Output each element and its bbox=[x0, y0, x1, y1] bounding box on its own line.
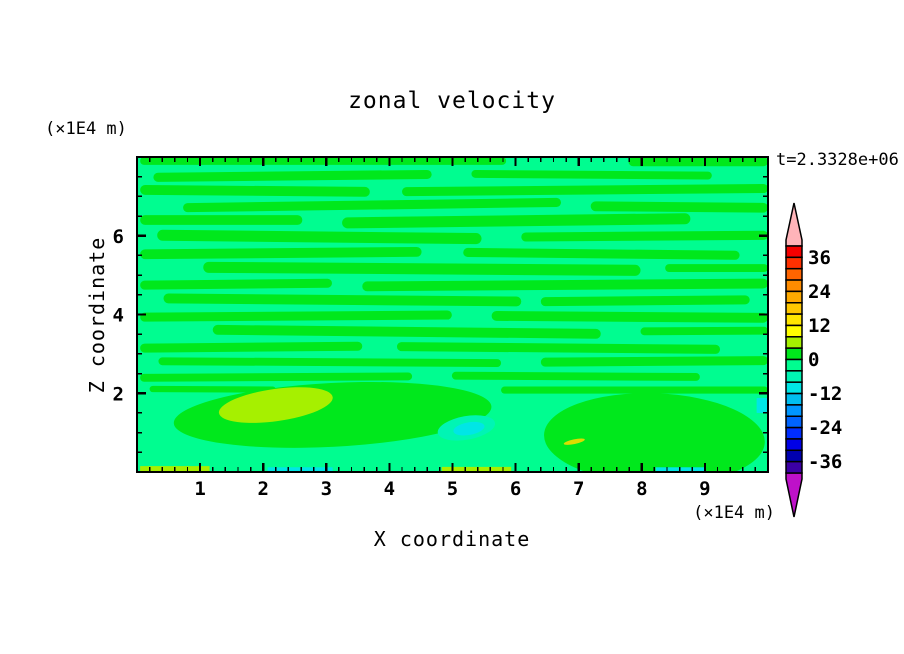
colorbar-label: 36 bbox=[808, 247, 831, 269]
velocity-streak bbox=[342, 213, 691, 229]
velocity-streak bbox=[628, 157, 768, 167]
colorbar-cell bbox=[785, 336, 803, 349]
colorbar-label: 0 bbox=[808, 349, 819, 371]
x-tick-label: 4 bbox=[384, 478, 395, 500]
z-tick-label: 6 bbox=[113, 226, 124, 248]
colorbar-over-arrow bbox=[785, 202, 803, 247]
velocity-streak bbox=[163, 293, 522, 307]
velocity-streak bbox=[140, 184, 370, 197]
z-axis-title: Z coordinate bbox=[85, 236, 109, 394]
colorbar-label: 12 bbox=[808, 315, 831, 337]
velocity-streak bbox=[140, 278, 332, 290]
colorbar-cell bbox=[785, 324, 803, 338]
velocity-streak bbox=[140, 246, 422, 260]
contour-feature bbox=[218, 387, 333, 423]
z-tick-label: 2 bbox=[113, 383, 124, 405]
velocity-streak bbox=[140, 341, 363, 353]
colorbar-under-arrow bbox=[785, 472, 803, 518]
x-tick-label: 2 bbox=[257, 478, 268, 500]
x-tick-label: 3 bbox=[321, 478, 332, 500]
z-tick-label: 4 bbox=[113, 305, 124, 327]
colorbar-cell bbox=[785, 404, 803, 417]
velocity-streak bbox=[362, 278, 768, 292]
colorbar: 36 24 12 0 -12 -24 -36 bbox=[785, 202, 842, 518]
colorbar-cell bbox=[785, 358, 803, 372]
colorbar-label: -12 bbox=[808, 383, 842, 405]
velocity-streak bbox=[471, 169, 712, 180]
x-axis-title: X coordinate bbox=[373, 527, 531, 551]
colorbar-cell bbox=[785, 370, 803, 383]
colorbar-cell bbox=[785, 381, 803, 395]
x-tick-label: 7 bbox=[573, 478, 584, 500]
colorbar-cell bbox=[785, 290, 803, 304]
colorbar-cell bbox=[785, 279, 803, 293]
velocity-streak bbox=[140, 372, 413, 382]
velocity-streak bbox=[140, 215, 303, 225]
velocity-streak bbox=[153, 169, 432, 182]
velocity-streak bbox=[491, 311, 768, 323]
colorbar-label: -24 bbox=[808, 417, 842, 439]
colorbar-label: -36 bbox=[808, 451, 842, 473]
colorbar-cell bbox=[785, 256, 803, 270]
colorbar-cell bbox=[785, 347, 803, 361]
velocity-streak bbox=[203, 261, 641, 276]
colorbar-label: 24 bbox=[808, 281, 831, 303]
x-tick-label: 5 bbox=[447, 478, 458, 500]
colorbar-cell bbox=[785, 313, 803, 327]
z-axis-unit-label: (×1E4 m) bbox=[45, 119, 127, 139]
colorbar-cell bbox=[785, 392, 803, 406]
x-axis-unit-label: (×1E4 m) bbox=[693, 503, 775, 523]
colorbar-cell bbox=[785, 449, 803, 463]
velocity-streak bbox=[463, 247, 740, 260]
contour-feature bbox=[563, 438, 585, 445]
colorbar-cell bbox=[785, 438, 803, 452]
contour-feature bbox=[756, 397, 768, 413]
velocity-streak bbox=[212, 324, 601, 339]
contour-feature bbox=[544, 393, 765, 472]
velocity-streak bbox=[665, 264, 768, 272]
velocity-streak bbox=[149, 385, 276, 393]
colorbar-cell bbox=[785, 426, 803, 440]
x-tick-label: 9 bbox=[699, 478, 710, 500]
x-tick-label: 8 bbox=[636, 478, 647, 500]
contour-feature bbox=[453, 421, 485, 436]
velocity-streak bbox=[451, 371, 700, 381]
colorbar-cell bbox=[785, 245, 803, 259]
velocity-streak bbox=[183, 197, 562, 213]
velocity-streak bbox=[640, 326, 768, 336]
velocity-streak bbox=[501, 386, 768, 394]
contour-feature bbox=[267, 467, 333, 472]
plot-frame bbox=[135, 155, 770, 474]
velocity-streak bbox=[158, 357, 502, 367]
plot-title: zonal velocity bbox=[348, 88, 556, 114]
velocity-streak bbox=[521, 230, 768, 242]
field-group bbox=[137, 157, 768, 472]
velocity-streak bbox=[396, 342, 721, 354]
velocity-streak bbox=[590, 201, 768, 213]
x-tick-label: 1 bbox=[194, 478, 205, 500]
colorbar-cell bbox=[785, 302, 803, 315]
time-label: t=2.3328e+06 bbox=[776, 150, 899, 170]
velocity-streak bbox=[140, 310, 452, 322]
contour-feature bbox=[441, 466, 512, 472]
colorbar-cell bbox=[785, 267, 803, 281]
x-tick-label: 6 bbox=[510, 478, 521, 500]
velocity-streak bbox=[402, 183, 768, 197]
velocity-streak bbox=[540, 356, 768, 367]
velocity-streak bbox=[157, 229, 482, 245]
velocity-streak bbox=[540, 295, 750, 307]
colorbar-cell bbox=[785, 415, 803, 429]
colorbar-cell bbox=[785, 460, 803, 474]
